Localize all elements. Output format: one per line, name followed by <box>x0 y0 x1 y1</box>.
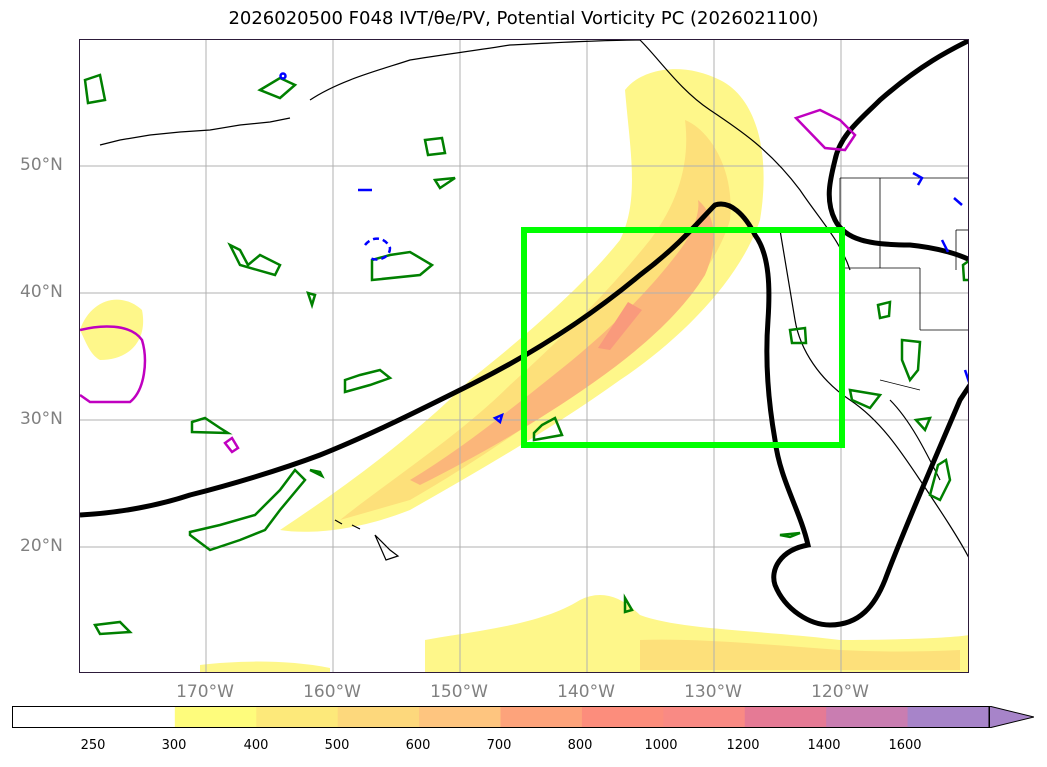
map-title: 2026020500 F048 IVT/θe/PV, Potential Vor… <box>228 8 819 29</box>
ivt-shading <box>80 69 968 672</box>
colorbar-segment <box>12 706 94 728</box>
lon-label-130w: 130°W <box>684 682 742 702</box>
domain-box <box>521 227 845 448</box>
ivt-bottom-strip <box>200 661 330 672</box>
ivt-plume-core <box>598 302 642 350</box>
colorbar-segment <box>174 706 257 728</box>
main-black-contour <box>80 201 968 628</box>
magenta-west <box>80 325 147 404</box>
colorbar-tick-label: 300 <box>161 738 187 753</box>
colorbar-segment <box>826 706 909 728</box>
colorbar-extend-arrow <box>988 706 1034 728</box>
colorbar-segment <box>500 706 583 728</box>
lon-label-170w: 170°W <box>176 682 234 702</box>
colorbar-tick-label: 500 <box>324 738 350 753</box>
alaska-coast <box>309 40 641 101</box>
colorbar-tick-label: 600 <box>405 738 431 753</box>
magenta-north <box>793 108 857 152</box>
colorbar-segment <box>907 706 990 728</box>
blue-dashed <box>364 237 392 261</box>
map-panel <box>79 39 969 673</box>
colorbar-segment <box>744 706 827 728</box>
lon-label-160w: 160°W <box>303 682 361 702</box>
lat-label-30n: 30°N <box>20 409 63 429</box>
magenta-small <box>223 436 240 454</box>
colorbar-segment <box>663 706 746 728</box>
map-canvas <box>80 40 968 672</box>
hawaii-islands <box>334 519 400 561</box>
ivt-plume-west <box>80 299 144 360</box>
colorbar-tick-label: 1000 <box>644 738 678 753</box>
colorbar-outline <box>12 706 990 728</box>
lon-label-140w: 140°W <box>557 682 615 702</box>
state-borders <box>839 177 968 391</box>
lat-label-50n: 50°N <box>20 155 63 175</box>
colorbar-tick-label: 1200 <box>726 738 760 753</box>
green-contours <box>83 73 968 636</box>
lat-label-40n: 40°N <box>20 282 63 302</box>
lon-label-120w: 120°W <box>811 682 869 702</box>
colorbar-tick-label: 400 <box>243 738 269 753</box>
aleutian-islands <box>99 117 291 146</box>
colorbar-segment <box>93 706 176 728</box>
ivt-southern-core <box>640 639 960 670</box>
colorbar-segment <box>419 706 501 728</box>
ivt-plume-outer <box>280 69 764 532</box>
west-coast <box>779 229 968 558</box>
lat-label-20n: 20°N <box>20 536 63 556</box>
colorbar-segment <box>256 706 339 728</box>
lon-label-150w: 150°W <box>430 682 488 702</box>
northeast-black-contour <box>826 40 968 262</box>
black-contours <box>80 40 968 628</box>
ivt-colorbar <box>12 706 1034 728</box>
colorbar-tick-label: 700 <box>486 738 512 753</box>
colorbar-segment <box>337 706 420 728</box>
gulf-of-alaska-coast <box>639 40 851 271</box>
blue-contours <box>279 72 968 425</box>
colorbar-tick-label: 250 <box>80 738 106 753</box>
colorbar-tick-label: 800 <box>567 738 593 753</box>
colorbar-tick-label: 1600 <box>888 738 922 753</box>
colorbar-tick-label: 1400 <box>807 738 841 753</box>
magenta-contours <box>80 108 857 454</box>
colorbar-segment <box>581 706 664 728</box>
